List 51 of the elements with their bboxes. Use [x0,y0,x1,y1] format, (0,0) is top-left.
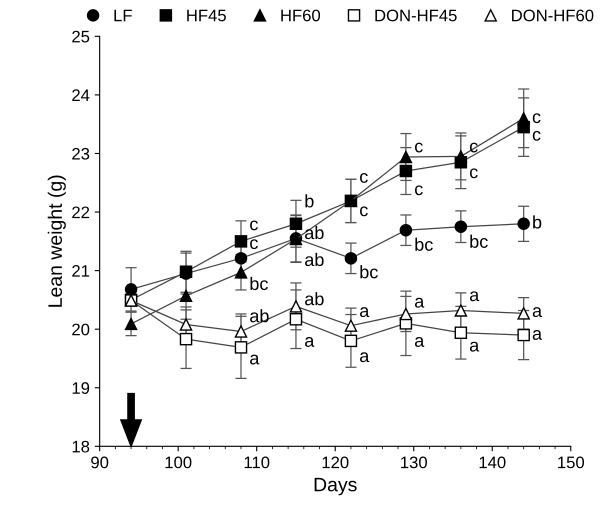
y-tick-label: 18 [72,440,90,453]
annotation: c [414,142,423,152]
annotation: ab [250,309,269,322]
annotation: c [360,173,368,183]
legend-label: DON-HF60 [512,10,594,22]
y-tick-label: 20 [72,324,90,336]
annotation: c [250,220,258,230]
annotation: bc [360,265,378,278]
annotation: c [250,239,258,250]
annotation: a [250,354,260,364]
annotation: b [305,194,314,208]
x-tick-label: 100 [166,456,192,468]
x-tick-label: 130 [401,456,427,468]
y-tick-label: 24 [72,89,90,101]
x-tick-label: 150 [558,456,584,468]
annotation: c [414,185,423,196]
y-tick-label: 19 [72,382,90,394]
annotation: ab [305,292,324,306]
annotation: c [532,113,541,124]
x-tick-label: 140 [480,456,506,468]
legend-label: HF45 [187,10,226,22]
annotation: bc [470,234,488,248]
annotation: a [532,307,542,318]
annotation: a [470,342,480,352]
y-tick-label: 21 [72,265,90,277]
annotation: a [414,337,424,347]
annotation: a [360,307,370,318]
y-tick-label: 23 [72,148,90,160]
annotation: b [533,215,542,229]
x-tick-label: 120 [322,456,348,468]
annotation: a [360,352,370,362]
legend-label: DON-HF45 [375,10,457,22]
annotation: a [414,298,424,308]
annotation: ab [305,252,324,266]
legend-label: HF60 [281,10,320,22]
annotation: a [532,330,542,340]
x-tick-label: 110 [244,456,270,468]
annotation: bc [250,276,268,290]
legend-label: LF [114,10,132,22]
y-tick-label: 22 [72,206,90,218]
annotation: ab [305,226,324,240]
y-axis-title: Lean weight (g) [48,176,66,307]
annotation: a [305,337,314,347]
annotation: c [360,206,368,216]
annotation: bc [415,238,433,251]
annotation: a [470,291,480,302]
x-axis-title: Days [314,478,357,496]
x-tick-label: 90 [91,456,108,468]
annotation: c [532,130,541,141]
annotation: c [470,168,478,178]
y-tick-label: 25 [72,30,90,43]
